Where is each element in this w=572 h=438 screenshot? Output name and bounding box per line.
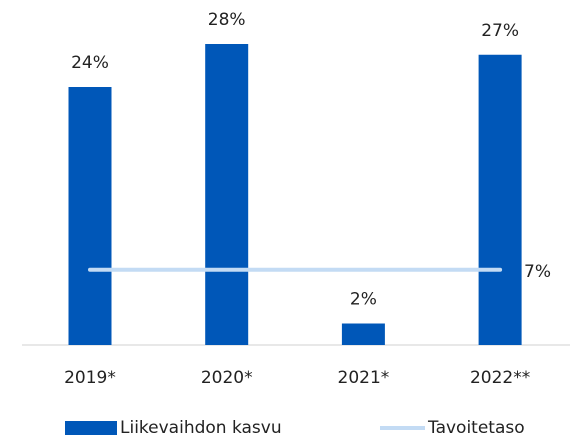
x-tick-label: 2022** [470,368,530,388]
legend-swatch [65,421,117,435]
x-tick-label: 2021* [338,368,390,388]
legend-label: Liikevaihdon kasvu [120,418,282,438]
value-label: 28% [208,10,246,30]
bar [341,323,385,345]
target-label: 7% [524,262,551,282]
bar [205,44,249,345]
x-tick-label: 2020* [201,368,253,388]
legend-label: Tavoitetaso [427,418,525,438]
bar [478,54,522,345]
value-label: 27% [481,21,519,41]
value-label: 24% [71,53,109,73]
value-label: 2% [350,290,377,310]
bar [68,87,112,345]
x-tick-label: 2019* [64,368,116,388]
